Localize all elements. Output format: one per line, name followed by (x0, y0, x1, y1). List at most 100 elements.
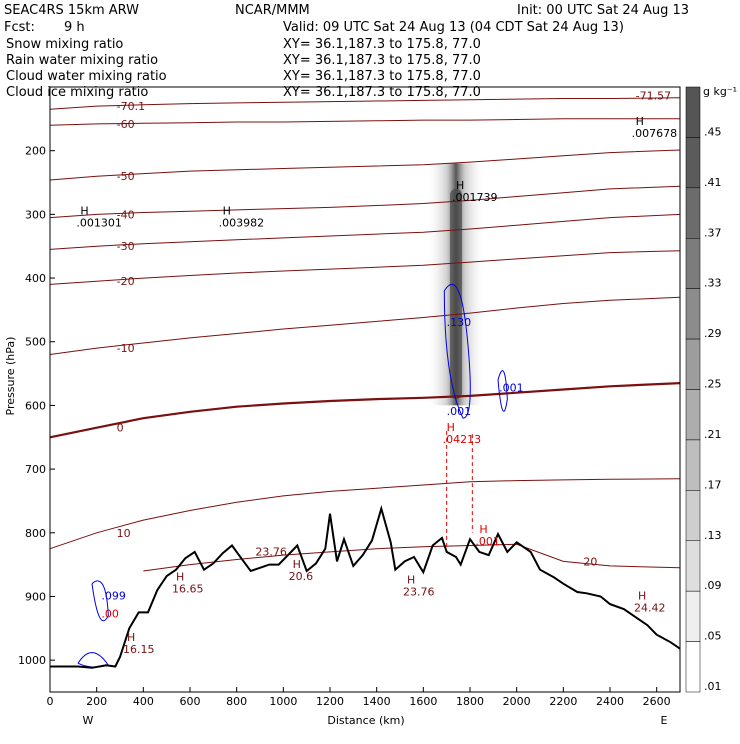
y-tick-label: 600 (25, 399, 46, 412)
y-axis-label: Pressure (hPa) (4, 337, 17, 416)
x-tick-label: 2000 (503, 695, 531, 708)
x-axis-label: Distance (km) (327, 714, 404, 727)
temperature-contour (143, 543, 681, 572)
h-marker: H (223, 204, 231, 217)
temperature-contour (49, 213, 681, 250)
temperature-contour (49, 250, 681, 285)
temperature-contour-label: -40 (117, 208, 135, 221)
colorbar-units: g kg⁻¹ (703, 85, 737, 98)
legend-entry-name: Cloud ice mixing ratio (6, 85, 148, 100)
cloud-water-contour (91, 580, 109, 622)
x-tick-label: 200 (86, 695, 107, 708)
temperature-contour-label: -60 (117, 118, 135, 131)
y-tick-label: 300 (25, 208, 46, 221)
x-tick-label: 2600 (643, 695, 671, 708)
temperature-contour (49, 478, 681, 550)
temperature-contour-label: -30 (117, 240, 135, 253)
colorbar-tick-label: .29 (704, 327, 722, 340)
x-tick-label: 1200 (316, 695, 344, 708)
colorbar-tick-label: .13 (704, 529, 722, 542)
y-tick-label: 200 (25, 145, 46, 158)
colorbar-tick-label: .01 (704, 680, 722, 693)
cloud-water-contour (497, 370, 508, 412)
y-tick-label: 500 (25, 336, 46, 349)
cloud-water-label: .001 (447, 405, 472, 418)
temperature-contour (49, 97, 681, 110)
x-tick-label: 2200 (549, 695, 577, 708)
colorbar-segment (685, 490, 701, 542)
colorbar: .45 .41 .37 .33 .29 .25 .21 .17 .13 .09 .05 .01 g kg… (685, 85, 737, 693)
colorbar-tick-label: .17 (704, 478, 722, 491)
h-marker-value: 20.6 (289, 570, 314, 583)
temperature-contour (49, 185, 681, 219)
colorbar-tick-label: .33 (704, 277, 722, 290)
temperature-contour-label: -50 (117, 170, 135, 183)
h-marker-value: .007678 (632, 127, 678, 140)
colorbar-segment (685, 338, 701, 390)
h-marker: H (176, 571, 184, 584)
y-tick-label: 1000 (18, 654, 46, 667)
temperature-extra-label: -71.57 (636, 90, 671, 103)
org-label: NCAR/MMM (235, 3, 310, 18)
h-marker-value: .001 (475, 535, 500, 548)
colorbar-tick-label: .37 (704, 226, 722, 239)
h-marker: H (293, 558, 301, 571)
x-tick-label: 0 (47, 695, 54, 708)
temperature-contour-label: -20 (117, 275, 135, 288)
legend: Snow mixing ratio XY= 36.1,187.3 to 175.8… (6, 37, 481, 100)
x-tick-label: 1000 (269, 695, 297, 708)
cloud-water-contour (443, 284, 471, 419)
colorbar-segment (685, 187, 701, 239)
h-marker-value: 23.76 (403, 586, 435, 599)
h-marker: H (127, 631, 135, 644)
snow-core-max (450, 188, 462, 400)
colorbar-segment (685, 439, 701, 491)
x-tick-label: 1800 (456, 695, 484, 708)
init-time: Init: 00 UTC Sat 24 Aug 13 (517, 3, 689, 18)
colorbar-tick-label: .25 (704, 378, 722, 391)
colorbar-segment (685, 137, 701, 189)
cloud-water-label: .099 (101, 590, 126, 603)
colorbar-tick-label: .05 (704, 630, 722, 643)
plot-frame (49, 86, 681, 693)
colorbar-segment (685, 86, 701, 138)
colorbar-segment (685, 540, 701, 592)
h-marker-value: .04213 (443, 433, 482, 446)
colorbar-segment (685, 641, 701, 693)
h-marker: H (638, 590, 646, 603)
legend-entry-xy: XY= 36.1,187.3 to 175.8, 77.0 (283, 85, 481, 100)
fcst-label: Fcst: (4, 20, 35, 35)
colorbar-segment (685, 389, 701, 441)
terrain-line (49, 504, 681, 669)
legend-entry-name: Snow mixing ratio (6, 37, 123, 52)
h-marker-value: .003982 (219, 216, 265, 229)
x-tick-label: 400 (133, 695, 154, 708)
east-endpoint: E (661, 714, 668, 727)
colorbar-segment (685, 590, 701, 642)
temperature-contour (49, 118, 680, 126)
colorbar-tick-label: .09 (704, 579, 722, 592)
y-tick-label: 800 (25, 527, 46, 540)
x-tick-label: 1400 (363, 695, 391, 708)
x-tick-label: 600 (180, 695, 201, 708)
valid-time: Valid: 09 UTC Sat 24 Aug 13 (04 CDT Sat … (283, 20, 624, 35)
x-tick-label: 2400 (596, 695, 624, 708)
h-marker-value: 16.15 (123, 643, 155, 656)
cloud-water-label: .130 (447, 316, 472, 329)
temperature-contour-label: -70.1 (117, 100, 145, 113)
h-marker: H (636, 115, 644, 128)
colorbar-segment (685, 288, 701, 340)
colorbar-tick-label: .45 (704, 125, 722, 138)
temperature-contour (49, 149, 681, 181)
temperature-contour (49, 382, 681, 439)
legend-entry-xy: XY= 36.1,187.3 to 175.8, 77.0 (283, 53, 481, 68)
colorbar-tick-label: .41 (704, 176, 722, 189)
legend-entry-name: Cloud water mixing ratio (6, 69, 167, 84)
temperature-contour-label: 0 (117, 422, 124, 435)
temperature-contour-label: -10 (117, 342, 135, 355)
x-tick-label: 1600 (409, 695, 437, 708)
h-marker: H (80, 204, 88, 217)
legend-entry-name: Rain water mixing ratio (6, 53, 158, 68)
